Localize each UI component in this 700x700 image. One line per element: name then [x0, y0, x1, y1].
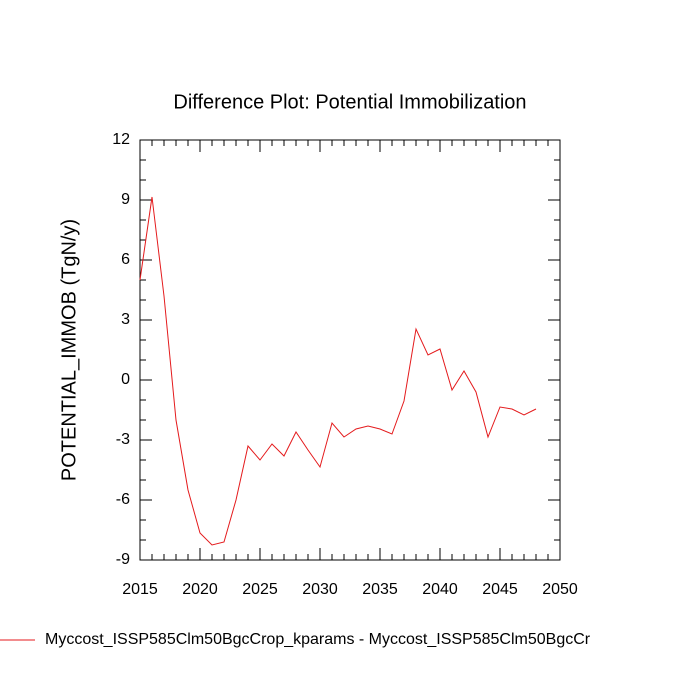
data-line [139, 196, 537, 546]
y-tick-label: 3 [121, 311, 130, 328]
y-tick-label: -9 [116, 551, 130, 568]
y-tick-label: 0 [121, 371, 130, 388]
x-tick-label: 2025 [242, 581, 278, 598]
x-tick-label: 2045 [482, 581, 518, 598]
x-tick-label: 2015 [122, 581, 158, 598]
x-tick-label: 2020 [182, 581, 218, 598]
y-axis-label: POTENTIAL_IMMOB (TgN/y) [58, 219, 80, 481]
x-tick-label: 2030 [302, 581, 338, 598]
y-tick-label: 12 [112, 131, 130, 148]
y-tick-label: -6 [116, 491, 130, 508]
y-tick-label: 6 [121, 251, 130, 268]
y-tick-label: -3 [116, 431, 130, 448]
y-tick-label: 9 [121, 191, 130, 208]
x-tick-label: 2035 [362, 581, 398, 598]
chart-title: Difference Plot: Potential Immobilizatio… [173, 91, 526, 113]
x-tick-label: 2050 [542, 581, 578, 598]
plot-frame [139, 139, 561, 561]
x-tick-label: 2040 [422, 581, 458, 598]
legend-label: Myccost_ISSP585Clm50BgcCrop_kparams - My… [45, 631, 591, 648]
